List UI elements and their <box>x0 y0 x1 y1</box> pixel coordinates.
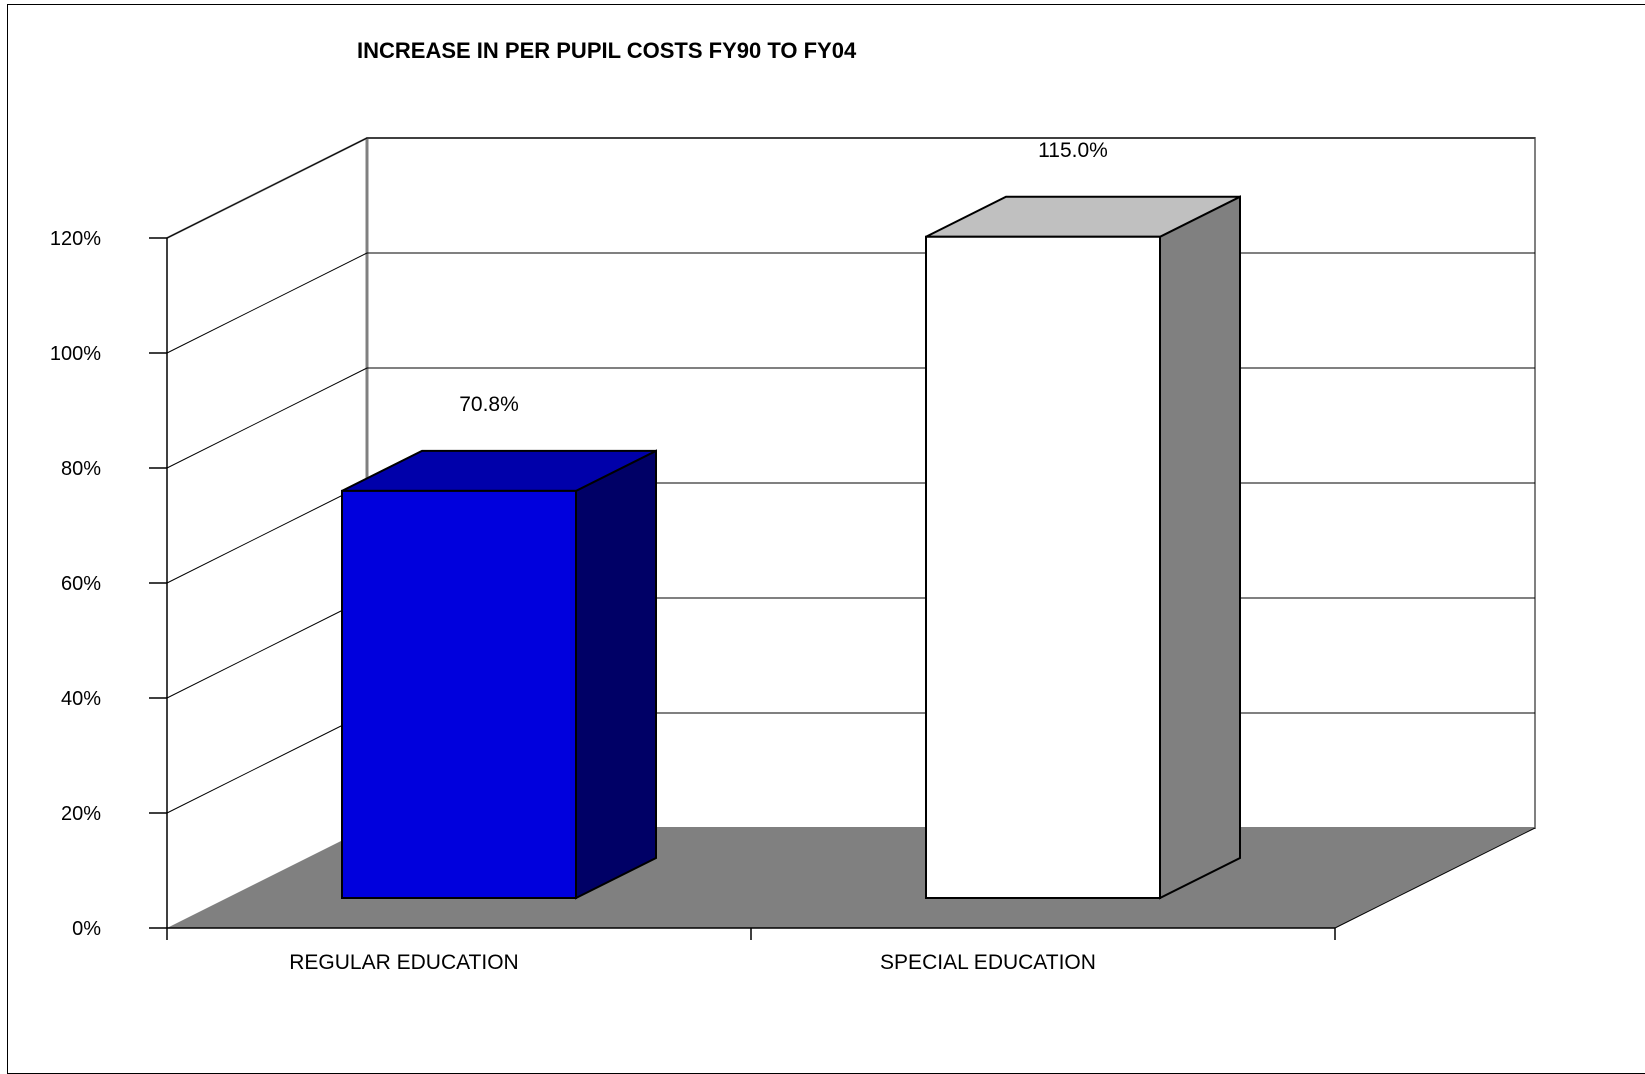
bars <box>341 195 1241 900</box>
y-tick-label: 100% <box>50 343 101 365</box>
data-labels: 70.8% 115.0% <box>459 139 1108 416</box>
bar <box>925 195 1241 900</box>
gridline-side <box>166 252 368 354</box>
y-tick-label: 60% <box>61 573 101 595</box>
y-tick-label: 80% <box>61 458 101 480</box>
gridline-side <box>166 712 368 814</box>
x-category-label: SPECIAL EDUCATION <box>880 951 1096 974</box>
bar-front-face <box>341 489 577 899</box>
gridline-side <box>166 137 368 239</box>
bar-side-face <box>1159 195 1241 900</box>
bar <box>341 449 657 900</box>
gridline-side <box>166 482 368 584</box>
bar-front-face <box>925 235 1161 899</box>
chart-title: INCREASE IN PER PUPIL COSTS FY90 TO FY04 <box>357 38 857 63</box>
y-tick-label: 0% <box>72 918 101 940</box>
y-tick-label: 40% <box>61 688 101 710</box>
y-tick-label: 120% <box>50 228 101 250</box>
bar-side-face <box>575 449 657 900</box>
data-label: 115.0% <box>1038 139 1108 162</box>
y-axis: 0% 20% 40% 60% 80% 100% 120% <box>50 228 168 940</box>
y-tick-label: 20% <box>61 803 101 825</box>
x-axis: REGULAR EDUCATION SPECIAL EDUCATION <box>166 927 1336 974</box>
floor-right-edge <box>1334 827 1536 929</box>
gridline-side <box>166 367 368 469</box>
data-label: 70.8% <box>459 393 519 416</box>
gridline-side <box>166 597 368 699</box>
x-category-label: REGULAR EDUCATION <box>289 951 518 974</box>
